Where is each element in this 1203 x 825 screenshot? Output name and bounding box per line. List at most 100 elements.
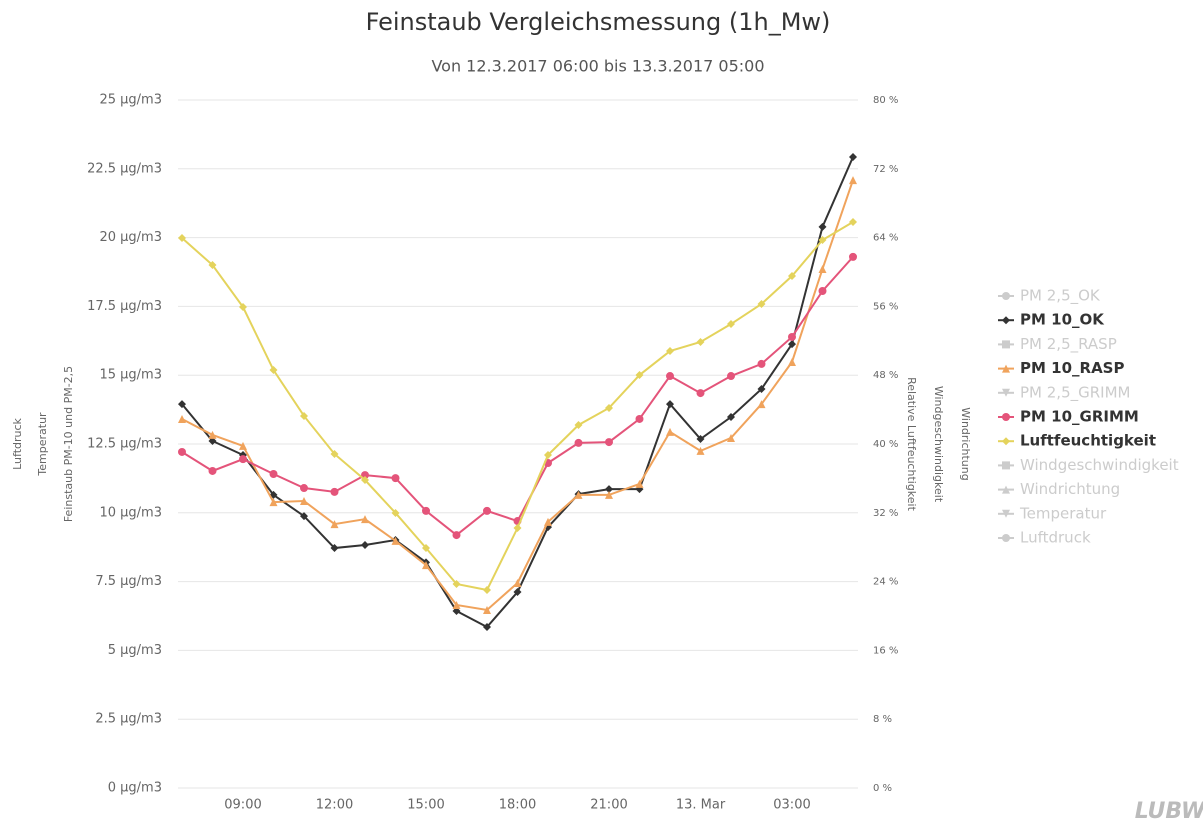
legend-item[interactable]: Windgeschwindigkeit — [1020, 456, 1179, 474]
y2-tick-label: 8 % — [873, 714, 892, 725]
chart-title: Feinstaub Vergleichsmessung (1h_Mw) — [366, 8, 831, 36]
point — [269, 469, 278, 478]
x-tick-label: 18:00 — [499, 798, 536, 813]
point — [666, 347, 674, 356]
point — [666, 400, 674, 409]
point — [696, 435, 705, 444]
point — [574, 420, 583, 429]
point — [361, 476, 369, 485]
point — [330, 544, 339, 553]
point — [391, 474, 400, 483]
point — [208, 436, 217, 445]
point — [422, 543, 430, 552]
legend-item[interactable]: Temperatur — [1019, 504, 1107, 522]
legend-symbol — [1002, 509, 1010, 518]
legend-item[interactable]: Windrichtung — [1020, 480, 1120, 498]
point — [757, 299, 766, 308]
logo: LUBW — [1135, 799, 1203, 824]
point — [605, 485, 613, 494]
point — [452, 531, 461, 540]
y2-tick-label: 16 % — [873, 645, 898, 656]
point — [849, 152, 857, 161]
legend-symbol — [1002, 413, 1010, 421]
legend-item[interactable]: PM 2,5_RASP — [1020, 335, 1117, 354]
point — [757, 359, 766, 368]
legend-symbol — [1002, 364, 1010, 373]
point — [483, 506, 491, 515]
x-tick-label: 21:00 — [590, 798, 627, 813]
point — [513, 588, 522, 597]
point — [757, 400, 766, 409]
point — [178, 447, 186, 456]
point — [361, 515, 369, 524]
y-axis-title: Feinstaub PM-10 und PM-2,5 — [62, 366, 75, 522]
series-line — [181, 256, 854, 537]
legend-symbol — [1002, 292, 1010, 300]
y-tick-label: 25 µg/m3 — [99, 93, 162, 108]
y2-tick-label: 56 % — [873, 301, 898, 312]
series-line — [181, 221, 854, 592]
point — [239, 303, 247, 312]
y-tick-label: 12.5 µg/m3 — [87, 437, 162, 452]
point — [483, 605, 491, 614]
point — [605, 490, 613, 499]
x-tick-label: 03:00 — [773, 798, 810, 813]
point — [544, 451, 552, 460]
point — [483, 623, 491, 632]
point — [574, 438, 583, 447]
point — [605, 403, 613, 412]
series-line — [181, 179, 854, 612]
point — [178, 414, 186, 423]
y-axis-title: Temperatur — [36, 412, 49, 477]
point — [300, 496, 308, 505]
y-tick-label: 2.5 µg/m3 — [95, 712, 162, 727]
point — [788, 357, 796, 366]
point — [727, 320, 735, 329]
point — [849, 218, 857, 227]
legend-symbol — [1002, 316, 1010, 325]
point — [849, 176, 857, 185]
point — [635, 371, 644, 380]
x-tick-label: 15:00 — [407, 798, 444, 813]
point — [696, 338, 705, 347]
point — [666, 427, 674, 436]
point — [422, 506, 430, 515]
point — [513, 524, 522, 533]
point — [635, 479, 644, 488]
legend-item[interactable]: PM 2,5_OK — [1020, 287, 1101, 306]
point — [300, 512, 308, 521]
point — [452, 580, 461, 589]
legend-item[interactable]: PM 2,5_GRIMM — [1020, 383, 1130, 402]
point — [666, 372, 674, 381]
y-tick-label: 0 µg/m3 — [108, 781, 162, 796]
point — [727, 433, 735, 442]
point — [635, 414, 644, 423]
point — [239, 455, 247, 464]
legend-item[interactable]: PM 10_RASP — [1020, 359, 1124, 377]
point — [391, 508, 400, 517]
legend-item[interactable]: PM 10_OK — [1020, 311, 1105, 329]
y2-tick-label: 32 % — [873, 508, 898, 519]
legend-item[interactable]: Luftdruck — [1020, 529, 1091, 547]
y2-axis-title: Windrichtung — [959, 407, 972, 480]
point — [300, 484, 308, 493]
point — [544, 517, 552, 526]
legend-symbol — [1002, 534, 1010, 542]
point — [513, 578, 522, 587]
legend-symbol — [1002, 461, 1010, 470]
point — [788, 340, 796, 349]
y-tick-label: 22.5 µg/m3 — [87, 161, 162, 176]
legend-symbol — [1002, 437, 1010, 446]
legend-item[interactable]: PM 10_GRIMM — [1020, 408, 1139, 426]
point — [696, 446, 705, 455]
legend-item[interactable]: Luftfeuchtigkeit — [1020, 432, 1156, 450]
point — [818, 222, 827, 231]
y-tick-label: 7.5 µg/m3 — [95, 574, 162, 589]
y-axis-title: Luftdruck — [11, 417, 24, 469]
point — [208, 261, 217, 270]
x-tick-label: 13. Mar — [676, 798, 726, 813]
y2-tick-label: 72 % — [873, 164, 898, 175]
y-tick-label: 10 µg/m3 — [99, 505, 162, 520]
